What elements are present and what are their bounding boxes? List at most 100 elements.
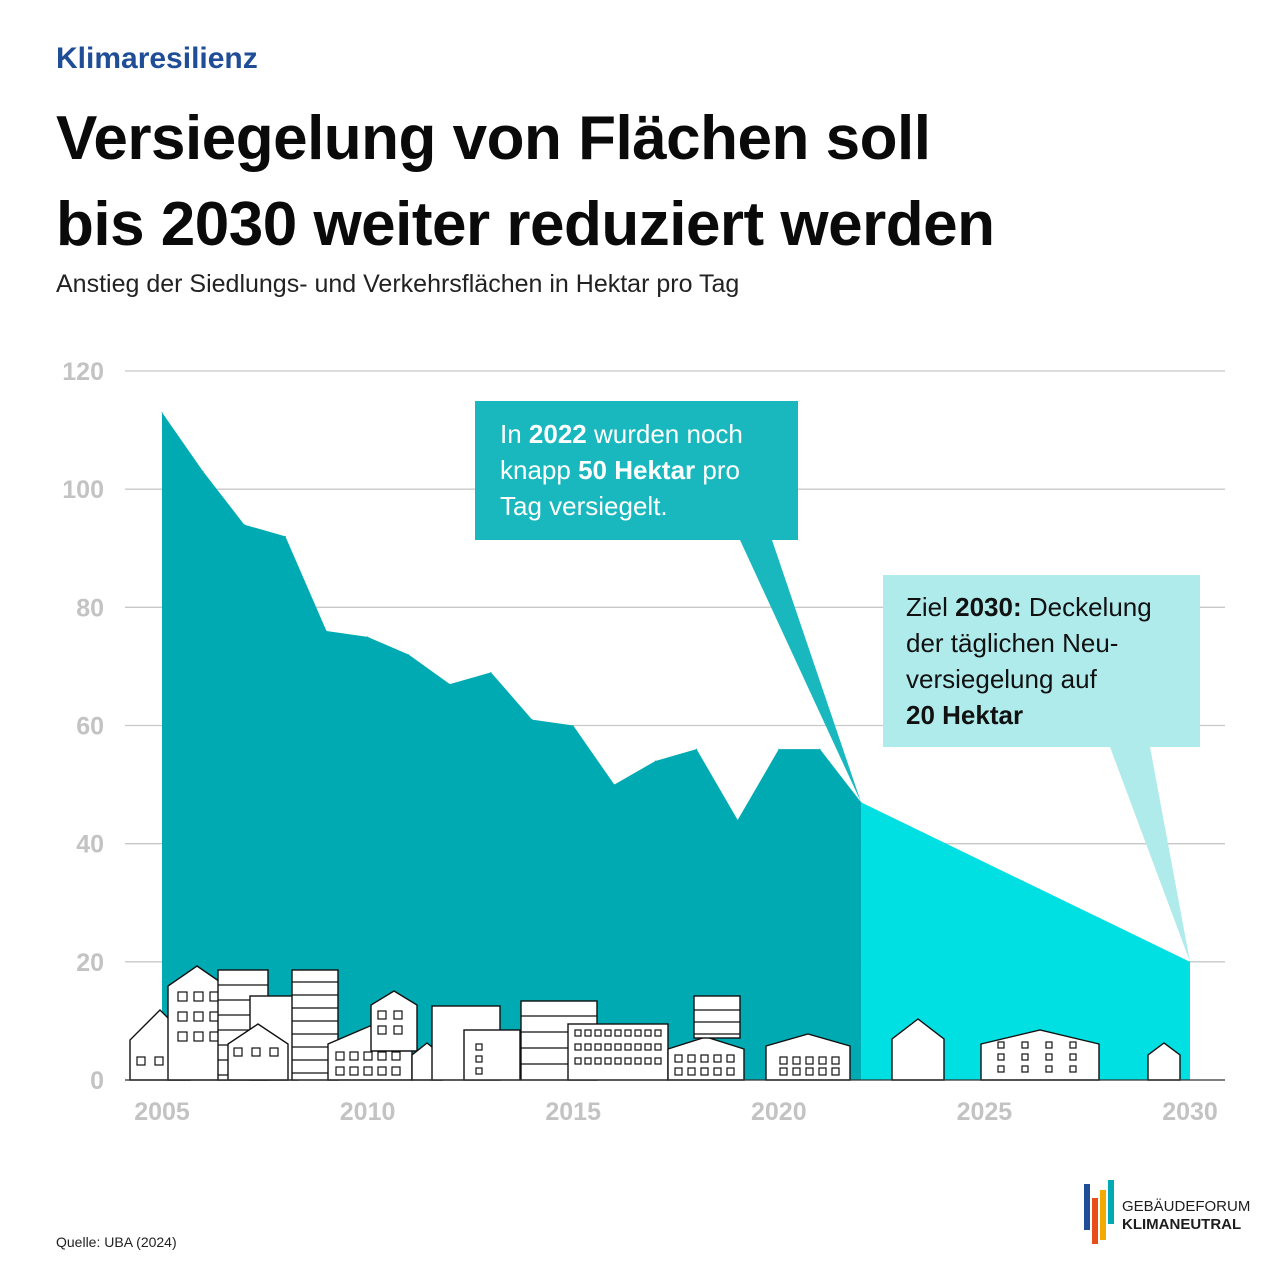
data-point bbox=[572, 725, 574, 726]
window bbox=[193, 991, 204, 1002]
window bbox=[792, 1056, 801, 1065]
city-skyline-illustration bbox=[129, 965, 1181, 1081]
window bbox=[177, 991, 188, 1002]
window bbox=[674, 1067, 683, 1076]
window bbox=[377, 1051, 387, 1061]
window bbox=[805, 1056, 814, 1065]
window bbox=[614, 1043, 622, 1051]
chart-areas bbox=[161, 411, 1191, 1080]
window bbox=[644, 1043, 652, 1051]
window bbox=[393, 1010, 403, 1020]
data-point bbox=[367, 636, 369, 638]
window bbox=[726, 1054, 735, 1063]
window bbox=[779, 1067, 788, 1076]
window bbox=[634, 1057, 642, 1065]
window bbox=[654, 1057, 662, 1065]
window bbox=[584, 1057, 592, 1065]
data-point bbox=[490, 671, 492, 673]
window bbox=[997, 1041, 1005, 1049]
window bbox=[193, 1031, 204, 1042]
y-tick-label: 40 bbox=[76, 831, 104, 859]
window bbox=[831, 1056, 840, 1065]
window bbox=[1021, 1065, 1029, 1073]
window bbox=[177, 1011, 188, 1022]
data-point bbox=[696, 748, 698, 750]
window bbox=[624, 1029, 632, 1037]
window bbox=[251, 1047, 261, 1057]
x-tick-label: 2015 bbox=[545, 1098, 601, 1126]
series-area-actual bbox=[162, 412, 862, 1080]
window bbox=[1045, 1065, 1053, 1073]
logo-line-1: GEBÄUDEFORUM bbox=[1122, 1198, 1251, 1215]
data-point bbox=[284, 535, 286, 537]
window bbox=[349, 1051, 359, 1061]
building bbox=[463, 1029, 521, 1081]
window bbox=[779, 1056, 788, 1065]
window bbox=[1045, 1053, 1053, 1061]
window bbox=[574, 1043, 582, 1051]
window bbox=[136, 1056, 146, 1066]
x-tick-label: 2030 bbox=[1162, 1098, 1218, 1126]
data-point bbox=[325, 630, 327, 632]
window bbox=[604, 1043, 612, 1051]
x-tick-label: 2005 bbox=[134, 1098, 190, 1126]
data-point bbox=[449, 683, 451, 685]
title-line-1: Versiegelung von Flächen soll bbox=[56, 104, 931, 173]
window bbox=[654, 1029, 662, 1037]
window bbox=[377, 1025, 387, 1035]
window bbox=[1069, 1065, 1077, 1073]
window bbox=[233, 1047, 243, 1057]
window bbox=[624, 1057, 632, 1065]
window bbox=[805, 1067, 814, 1076]
x-tick-label: 2025 bbox=[957, 1098, 1013, 1126]
window bbox=[674, 1054, 683, 1063]
window bbox=[700, 1054, 709, 1063]
data-point bbox=[161, 411, 163, 413]
window bbox=[1069, 1041, 1077, 1049]
window bbox=[614, 1029, 622, 1037]
data-point bbox=[531, 719, 533, 721]
logo-bars-icon bbox=[1084, 1180, 1114, 1244]
y-tick-label: 80 bbox=[76, 594, 104, 622]
window bbox=[687, 1054, 696, 1063]
callout-2022: In 2022 wurden noch knapp 50 Hektar pro … bbox=[500, 419, 743, 521]
window bbox=[363, 1051, 373, 1061]
y-tick-label: 20 bbox=[76, 949, 104, 977]
building bbox=[567, 1023, 669, 1081]
window bbox=[594, 1043, 602, 1051]
window bbox=[177, 1031, 188, 1042]
window bbox=[713, 1067, 722, 1076]
window bbox=[193, 1011, 204, 1022]
window bbox=[634, 1043, 642, 1051]
page-title: Versiegelung von Flächen soll bis 2030 w… bbox=[56, 96, 1236, 268]
axes: 0 20 40 60 80 100 120 2005 2010 2015 2020 2025 2030 bbox=[62, 358, 1225, 1126]
window bbox=[818, 1067, 827, 1076]
callout-2030-box bbox=[883, 575, 1200, 962]
window bbox=[1021, 1041, 1029, 1049]
callout-shapes bbox=[475, 401, 1200, 962]
window bbox=[997, 1053, 1005, 1061]
logo: GEBÄUDEFORUM KLIMANEUTRAL bbox=[1084, 1180, 1254, 1250]
data-point bbox=[737, 819, 739, 821]
window bbox=[377, 1010, 387, 1020]
window bbox=[1021, 1053, 1029, 1061]
callout-2022-box bbox=[475, 401, 862, 803]
window bbox=[594, 1057, 602, 1065]
window bbox=[624, 1043, 632, 1051]
window bbox=[393, 1025, 403, 1035]
data-point bbox=[613, 784, 615, 786]
window bbox=[1045, 1041, 1053, 1049]
window bbox=[349, 1066, 359, 1076]
y-tick-label: 60 bbox=[76, 713, 104, 741]
window bbox=[335, 1066, 345, 1076]
y-tick-label: 0 bbox=[90, 1067, 104, 1095]
title-line-2: bis 2030 weiter reduziert werden bbox=[56, 190, 995, 259]
series-area-target bbox=[861, 802, 1190, 1080]
window bbox=[335, 1051, 345, 1061]
data-point bbox=[202, 470, 204, 472]
window bbox=[269, 1047, 279, 1057]
window bbox=[614, 1057, 622, 1065]
window bbox=[644, 1057, 652, 1065]
data-point bbox=[778, 748, 780, 750]
